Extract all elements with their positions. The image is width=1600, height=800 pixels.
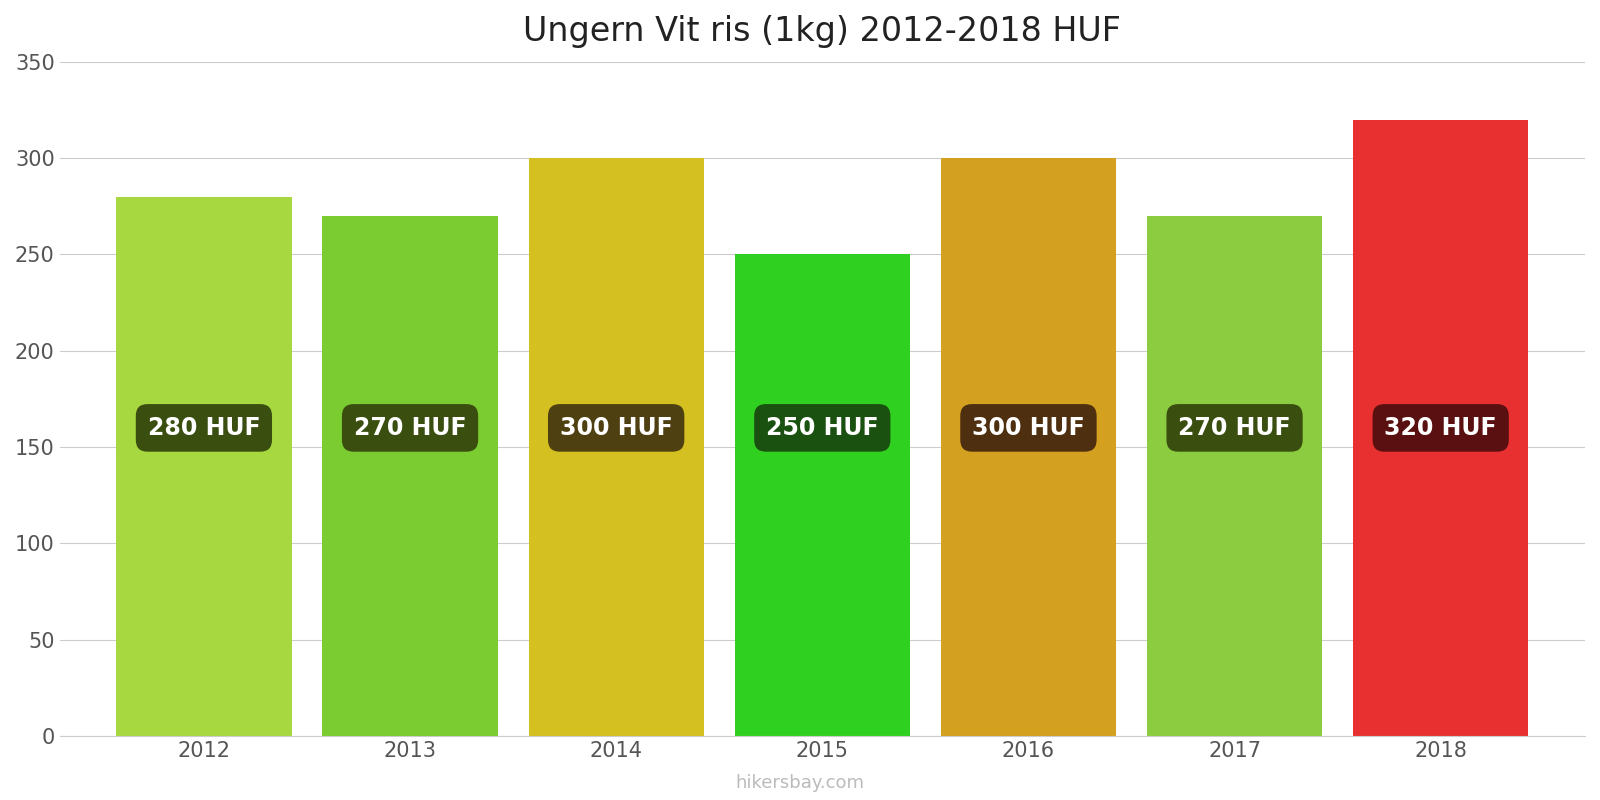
Text: 320 HUF: 320 HUF	[1384, 416, 1498, 440]
Bar	[528, 158, 704, 736]
Text: hikersbay.com: hikersbay.com	[736, 774, 864, 792]
Title: Ungern Vit ris (1kg) 2012-2018 HUF: Ungern Vit ris (1kg) 2012-2018 HUF	[523, 15, 1122, 48]
Bar	[1354, 120, 1528, 736]
Bar	[734, 254, 910, 736]
Text: 280 HUF: 280 HUF	[147, 416, 261, 440]
Text: 250 HUF: 250 HUF	[766, 416, 878, 440]
Text: 300 HUF: 300 HUF	[560, 416, 672, 440]
Bar	[323, 216, 498, 736]
Text: 270 HUF: 270 HUF	[354, 416, 466, 440]
Bar	[117, 197, 291, 736]
Text: 270 HUF: 270 HUF	[1178, 416, 1291, 440]
Bar	[941, 158, 1117, 736]
Text: 300 HUF: 300 HUF	[973, 416, 1085, 440]
Bar	[1147, 216, 1322, 736]
